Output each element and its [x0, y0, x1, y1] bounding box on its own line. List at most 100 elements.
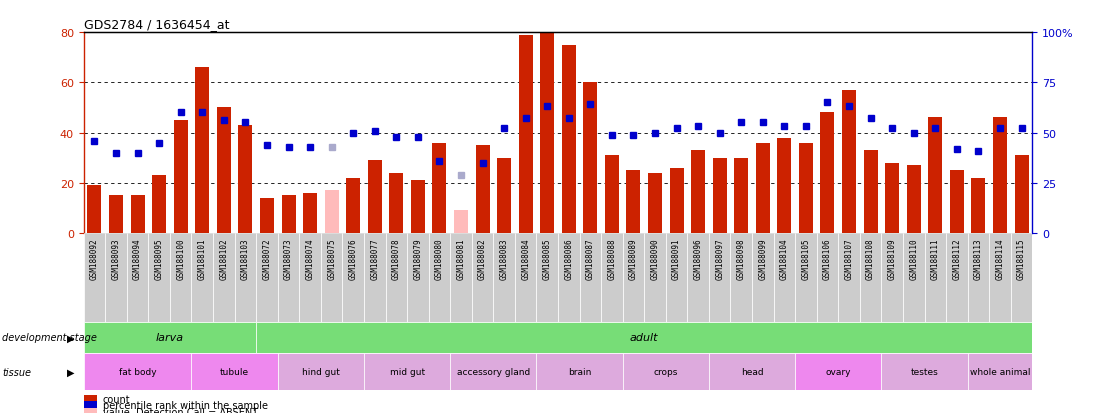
Bar — [325, 191, 338, 233]
Bar — [989, 233, 1011, 322]
Bar — [364, 353, 450, 390]
Text: count: count — [103, 394, 131, 404]
Bar — [192, 353, 278, 390]
Text: GSM188112: GSM188112 — [952, 238, 961, 279]
Text: value, Detection Call = ABSENT: value, Detection Call = ABSENT — [103, 407, 258, 413]
Bar — [626, 171, 641, 233]
Text: GSM188079: GSM188079 — [413, 238, 422, 279]
Bar — [195, 68, 210, 233]
Text: GSM188095: GSM188095 — [155, 238, 164, 279]
Bar — [558, 233, 579, 322]
Text: GDS2784 / 1636454_at: GDS2784 / 1636454_at — [84, 17, 229, 31]
Bar — [519, 36, 532, 233]
Bar — [709, 233, 731, 322]
Bar — [127, 233, 148, 322]
Bar — [864, 151, 877, 233]
Bar — [817, 233, 838, 322]
Bar — [432, 143, 446, 233]
Bar — [623, 233, 644, 322]
Text: GSM188110: GSM188110 — [910, 238, 918, 279]
Bar — [389, 173, 403, 233]
Bar — [820, 113, 835, 233]
Text: tubule: tubule — [220, 367, 249, 376]
Bar — [343, 233, 364, 322]
Text: GSM188099: GSM188099 — [758, 238, 768, 279]
Bar — [84, 353, 192, 390]
Bar — [450, 233, 472, 322]
Text: GSM188102: GSM188102 — [220, 238, 229, 279]
Text: GSM188076: GSM188076 — [348, 238, 358, 279]
Bar — [713, 158, 727, 233]
Bar — [260, 198, 273, 233]
Bar — [278, 353, 364, 390]
Text: larva: larva — [156, 332, 184, 343]
Text: head: head — [741, 367, 763, 376]
Text: crops: crops — [654, 367, 679, 376]
Bar — [666, 233, 687, 322]
Text: GSM188082: GSM188082 — [478, 238, 487, 279]
Bar — [304, 193, 317, 233]
Text: GSM188104: GSM188104 — [780, 238, 789, 279]
Bar — [514, 233, 537, 322]
Bar — [602, 233, 623, 322]
Text: GSM188093: GSM188093 — [112, 238, 121, 279]
Text: fat body: fat body — [118, 367, 156, 376]
Text: accessory gland: accessory gland — [456, 367, 530, 376]
Text: tissue: tissue — [2, 367, 31, 377]
Text: GSM188096: GSM188096 — [694, 238, 703, 279]
Text: whole animal: whole animal — [970, 367, 1030, 376]
Bar — [1014, 156, 1029, 233]
Bar — [773, 233, 795, 322]
Bar — [385, 233, 407, 322]
Bar — [281, 196, 296, 233]
Bar — [299, 233, 321, 322]
Text: GSM188111: GSM188111 — [931, 238, 940, 279]
Bar — [407, 233, 429, 322]
Text: GSM188100: GSM188100 — [176, 238, 185, 279]
Bar — [644, 233, 666, 322]
Bar — [234, 233, 257, 322]
Bar — [537, 353, 623, 390]
Bar — [257, 233, 278, 322]
Bar — [497, 158, 511, 233]
Text: GSM188094: GSM188094 — [133, 238, 142, 279]
Bar — [838, 233, 859, 322]
Text: GSM188101: GSM188101 — [198, 238, 206, 279]
Bar — [795, 353, 882, 390]
Bar — [906, 166, 921, 233]
Text: GSM188115: GSM188115 — [1017, 238, 1026, 279]
Bar — [105, 233, 127, 322]
Bar — [971, 178, 985, 233]
Bar — [929, 118, 942, 233]
Bar — [734, 158, 748, 233]
Bar — [540, 33, 555, 233]
Bar — [411, 181, 425, 233]
Bar — [648, 173, 662, 233]
Bar — [239, 126, 252, 233]
Text: GSM188091: GSM188091 — [672, 238, 681, 279]
Text: GSM188089: GSM188089 — [629, 238, 638, 279]
Bar — [946, 233, 968, 322]
Bar — [213, 233, 234, 322]
Bar — [950, 171, 964, 233]
Bar — [731, 233, 752, 322]
Text: ▶: ▶ — [67, 332, 75, 343]
Text: GSM188113: GSM188113 — [974, 238, 983, 279]
Bar — [472, 233, 493, 322]
Bar — [84, 233, 105, 322]
Text: percentile rank within the sample: percentile rank within the sample — [103, 400, 268, 410]
Text: hind gut: hind gut — [302, 367, 339, 376]
Text: GSM188092: GSM188092 — [90, 238, 99, 279]
Bar — [537, 233, 558, 322]
Bar — [843, 90, 856, 233]
Bar — [170, 233, 192, 322]
Bar — [882, 353, 968, 390]
Text: GSM188105: GSM188105 — [801, 238, 810, 279]
Bar — [368, 161, 382, 233]
Text: GSM188109: GSM188109 — [887, 238, 896, 279]
Bar — [87, 186, 102, 233]
Text: GSM188081: GSM188081 — [456, 238, 465, 279]
Bar — [346, 178, 360, 233]
Bar — [752, 233, 773, 322]
Bar — [131, 196, 145, 233]
